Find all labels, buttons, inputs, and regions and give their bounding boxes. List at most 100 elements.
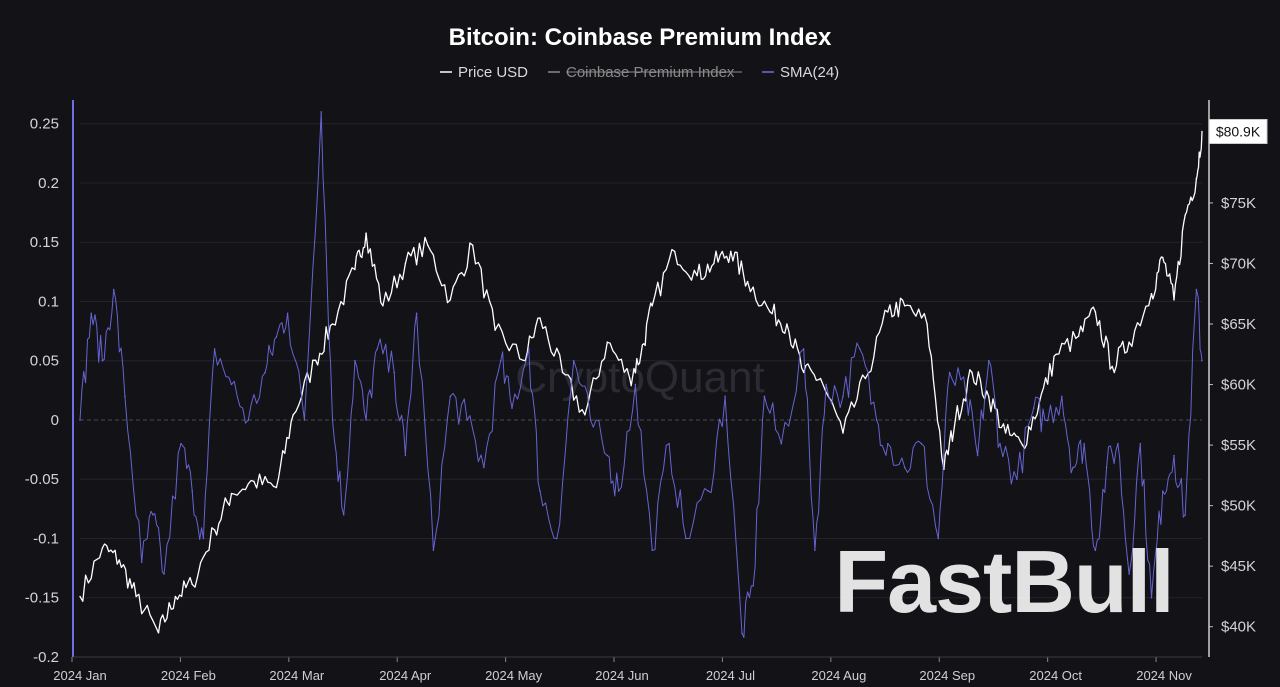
sma-point (90, 312, 92, 315)
legend: Price USD Coinbase Premium Index SMA(24) (440, 64, 839, 81)
sma-point (1173, 454, 1175, 457)
price-point (903, 305, 906, 307)
price-point (1004, 432, 1007, 434)
sma-point (286, 312, 289, 315)
price-point (651, 305, 653, 307)
sma-point (230, 383, 233, 386)
y-left-tick-label: -0.1 (33, 530, 59, 547)
x-tick-label: 2024 Aug (811, 668, 866, 683)
sma-point (331, 419, 334, 421)
sma-point (163, 573, 165, 575)
price-point (954, 420, 956, 422)
sma-point (483, 466, 485, 469)
sma-point (1139, 442, 1142, 445)
x-tick-label: 2024 Sep (919, 668, 975, 683)
price-point (696, 274, 698, 277)
price-point (713, 262, 715, 265)
sma-point (393, 371, 396, 374)
sma-point (999, 442, 1001, 445)
price-point (449, 299, 452, 301)
sma-point (685, 537, 687, 540)
sma-point (1061, 395, 1063, 398)
y-left-tick-label: -0.2 (33, 649, 59, 666)
sma-point (180, 442, 182, 445)
price-point (1195, 177, 1198, 180)
y-right-tick-label: $45K (1221, 558, 1256, 575)
sma-point (1184, 514, 1186, 516)
legend-label-sma: SMA(24) (780, 64, 839, 81)
y-right-tick-label: $55K (1221, 437, 1256, 454)
y-right-tick-label: $75K (1221, 195, 1256, 212)
sma-point (965, 395, 968, 398)
sma-point (376, 348, 379, 350)
sma-point (572, 359, 575, 362)
sma-point (140, 561, 143, 563)
sma-point (724, 395, 726, 398)
price-point (1128, 341, 1130, 344)
legend-item-price[interactable]: Price USD (440, 64, 528, 81)
axes: -0.2 -0.15 -0.1 -0.05 0 0.05 0.1 0.15 0.2 0.25 $40… (25, 100, 1256, 683)
sma-point (303, 419, 306, 421)
sma-point (264, 371, 266, 374)
price-point (1150, 292, 1153, 295)
sma-point (213, 348, 216, 350)
y-left-tick-label: 0.05 (30, 353, 59, 370)
price-point (1184, 214, 1186, 216)
price-point (174, 595, 177, 598)
sma-point (976, 454, 979, 457)
sma-point (1083, 442, 1085, 445)
sma-point (1072, 466, 1074, 469)
price-point (135, 595, 137, 598)
price-point (191, 583, 193, 586)
y-right-tick-label: $60K (1221, 377, 1256, 394)
sma-point (275, 336, 278, 338)
price-point (769, 311, 771, 313)
price-point (842, 432, 844, 434)
price-point (629, 377, 631, 380)
price-point (382, 305, 384, 307)
sma-point (79, 419, 81, 421)
sma-point (1117, 442, 1119, 445)
y-left-tick-label: 0.2 (38, 175, 59, 192)
sma-point (247, 419, 250, 421)
sma-point (202, 537, 205, 540)
sma-point (825, 383, 827, 386)
sma-point (707, 490, 710, 492)
price-point (561, 371, 564, 374)
sma-point (780, 442, 783, 445)
price-point (926, 323, 928, 325)
sma-point (763, 395, 766, 398)
price-point (354, 268, 356, 271)
sma-point (1044, 419, 1046, 421)
sma-point (1161, 490, 1164, 492)
price-point (1055, 353, 1057, 356)
price-point (292, 414, 295, 416)
sma-point (320, 111, 323, 113)
price-point (802, 371, 805, 374)
price-point (887, 311, 889, 313)
price-point (786, 323, 788, 325)
y-left-tick-label: 0.25 (30, 116, 59, 133)
sma-point (903, 466, 906, 469)
legend-item-premium-index[interactable]: Coinbase Premium Index (548, 64, 742, 81)
sma-point (1105, 466, 1108, 469)
series-line-sma (79, 111, 1203, 639)
price-point (539, 317, 541, 319)
price-point (584, 414, 586, 416)
price-point (1094, 311, 1097, 313)
price-point (365, 232, 367, 234)
price-point (819, 377, 822, 380)
price-point (314, 359, 317, 362)
sma-point (668, 442, 670, 445)
y-right-tick-label: $40K (1221, 619, 1256, 636)
sma-point (948, 371, 951, 374)
legend-item-sma[interactable]: SMA(24) (762, 64, 839, 81)
sma-point (651, 549, 653, 552)
sma-point (556, 537, 558, 540)
sma-point (752, 585, 754, 587)
sma-point (741, 632, 743, 635)
price-point (1201, 130, 1203, 133)
watermark-fastbull: FastBull (834, 532, 1173, 631)
sma-point (634, 383, 637, 386)
